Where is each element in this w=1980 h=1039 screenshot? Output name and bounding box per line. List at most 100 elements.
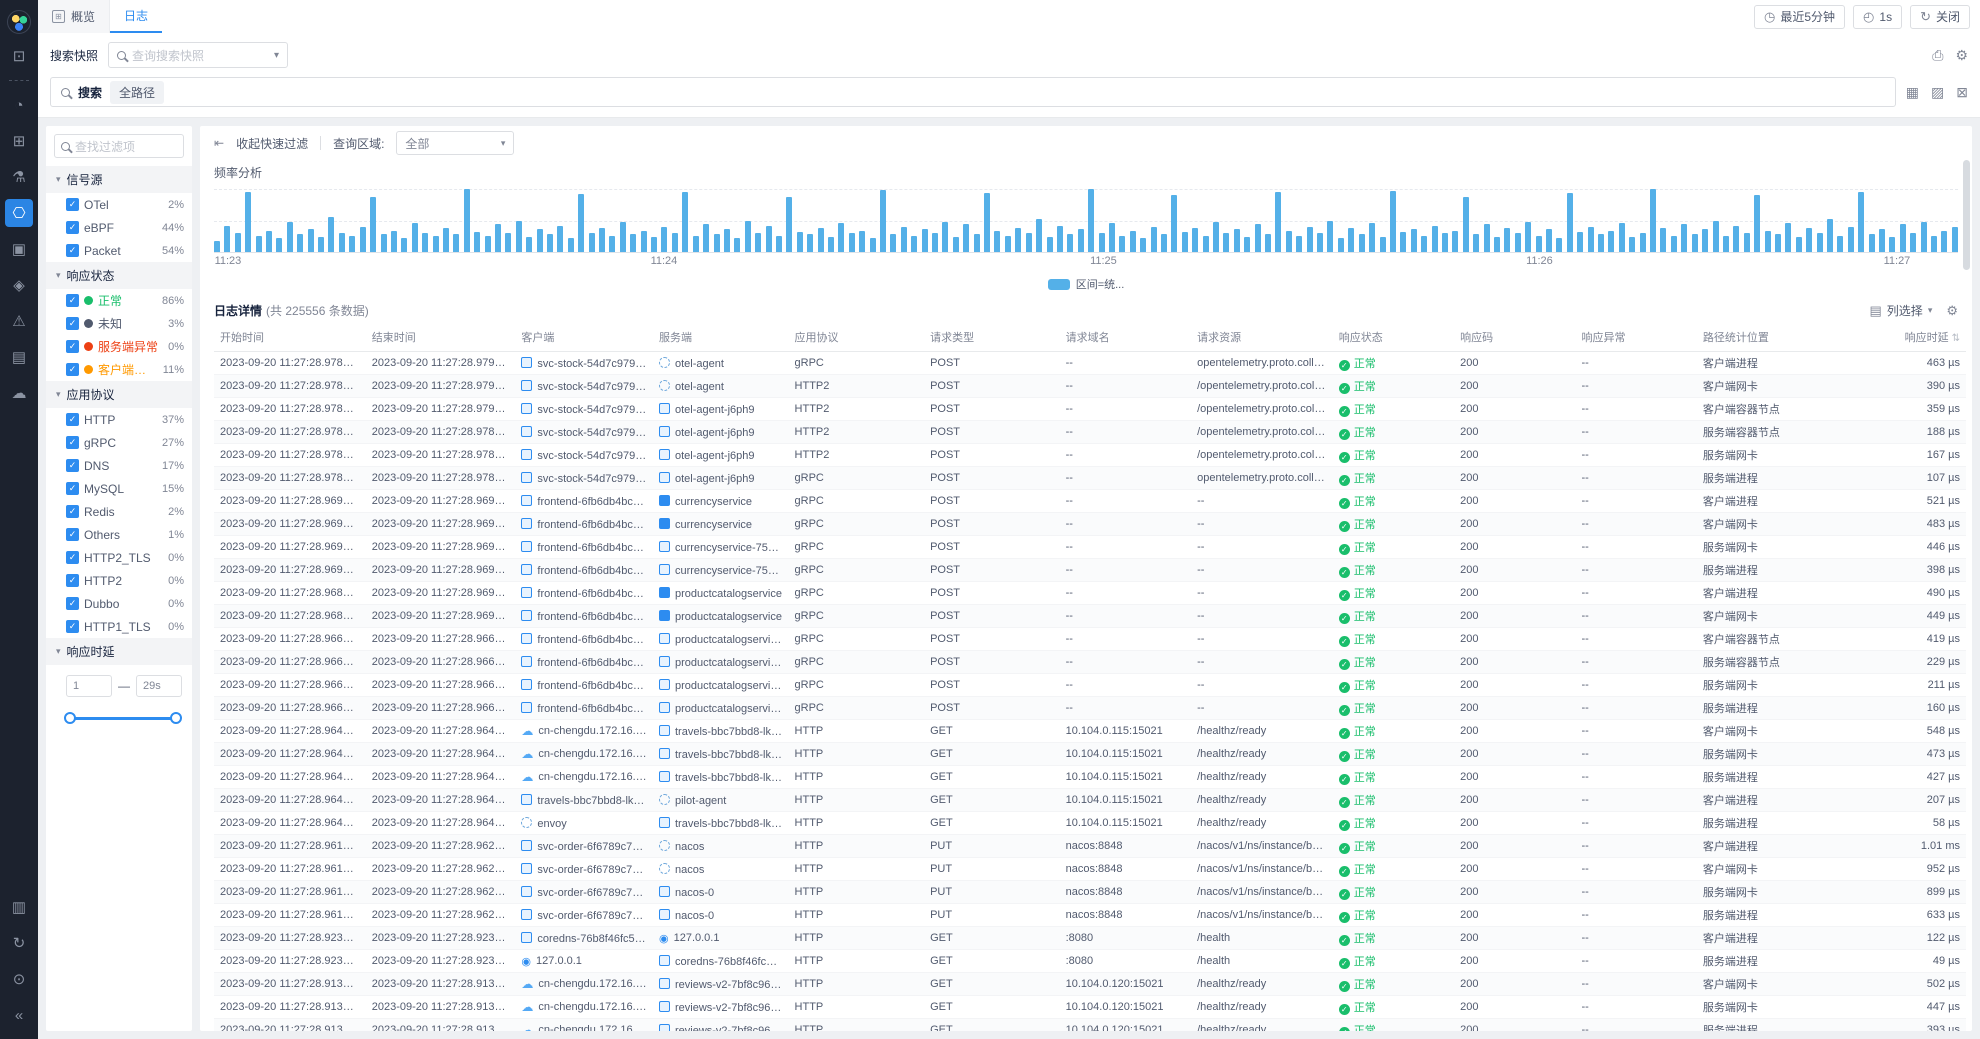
filter-section-0[interactable]: ▾ 信号源: [46, 166, 192, 193]
latency-slider[interactable]: [64, 711, 182, 725]
checkbox-checked-icon[interactable]: ✓: [66, 597, 79, 610]
filter-item-客户端异常[interactable]: ✓ 客户端异常 11%: [54, 358, 184, 381]
column-header-服务端[interactable]: 服务端: [652, 323, 789, 352]
filter-item-Others[interactable]: ✓ Others 1%: [54, 523, 184, 546]
cell-server[interactable]: travels-bbc7bbd8-lkq4r: [652, 765, 789, 789]
interval-button[interactable]: ◴ 1s: [1853, 4, 1903, 29]
flask-icon[interactable]: ⚗: [12, 169, 26, 186]
table-row[interactable]: 2023-09-20 11:27:28.968553 2023-09-20 11:…: [214, 604, 1966, 628]
cell-server[interactable]: productcatalogservice-7855...: [652, 673, 789, 697]
platform-icon[interactable]: ⎔: [5, 199, 33, 227]
cell-client[interactable]: frontend-6fb6db4bc9-vpbqg: [515, 673, 653, 697]
cell-client[interactable]: ◉ 127.0.0.1: [515, 949, 653, 973]
table-row[interactable]: 2023-09-20 11:27:28.961678 2023-09-20 11:…: [214, 880, 1966, 904]
table-scrollbar[interactable]: [1963, 160, 1970, 270]
lock-icon[interactable]: ⊠: [1956, 83, 1968, 100]
table-view-icon[interactable]: ▦: [1905, 83, 1920, 100]
filter-item-gRPC[interactable]: ✓ gRPC 27%: [54, 431, 184, 454]
checkbox-checked-icon[interactable]: ✓: [66, 340, 79, 353]
column-header-请求域名[interactable]: 请求域名: [1059, 323, 1192, 352]
apps-icon[interactable]: ⊞: [12, 133, 26, 150]
cell-client[interactable]: frontend-6fb6db4bc9-vpbqg: [515, 581, 653, 605]
column-header-响应码[interactable]: 响应码: [1454, 323, 1576, 352]
settings-icon[interactable]: ⚙: [1955, 46, 1968, 63]
cell-client[interactable]: frontend-6fb6db4bc9-vpbqg: [515, 512, 653, 536]
cell-client[interactable]: ☁ cn-chengdu.172.16.0.196: [515, 1018, 653, 1031]
checkbox-checked-icon[interactable]: ✓: [66, 198, 79, 211]
gear-icon[interactable]: ⚙: [1946, 302, 1958, 318]
cell-server[interactable]: ◉ 127.0.0.1: [652, 926, 789, 950]
table-row[interactable]: 2023-09-20 11:27:28.966073 2023-09-20 11:…: [214, 673, 1966, 697]
column-header-路径统计位置[interactable]: 路径统计位置: [1696, 323, 1869, 352]
table-row[interactable]: 2023-09-20 11:27:28.961619 2023-09-20 11:…: [214, 834, 1966, 858]
cell-server[interactable]: currencyservice: [652, 489, 789, 513]
table-row[interactable]: 2023-09-20 11:27:28.964208 2023-09-20 11:…: [214, 765, 1966, 789]
slider-handle-right[interactable]: [170, 712, 182, 724]
column-select-button[interactable]: ▤ 列选择 ▾: [1870, 302, 1933, 319]
latency-max-input[interactable]: [136, 675, 182, 697]
table-row[interactable]: 2023-09-20 11:27:28.966059 2023-09-20 11:…: [214, 627, 1966, 651]
table-row[interactable]: 2023-09-20 11:27:28.923053 2023-09-20 11:…: [214, 926, 1966, 950]
table-row[interactable]: 2023-09-20 11:27:28.913009 2023-09-20 11:…: [214, 995, 1966, 1019]
table-row[interactable]: 2023-09-20 11:27:28.969620 2023-09-20 11:…: [214, 535, 1966, 559]
cell-server[interactable]: productcatalogservice-7855...: [652, 627, 789, 651]
region-select[interactable]: 全部 ▾: [396, 131, 515, 155]
cell-client[interactable]: svc-order-6f6789c78b-mgf4r: [515, 903, 653, 927]
table-row[interactable]: 2023-09-20 11:27:28.978705 2023-09-20 11:…: [214, 374, 1966, 398]
table-row[interactable]: 2023-09-20 11:27:28.964148 2023-09-20 11:…: [214, 719, 1966, 743]
filter-item-OTel[interactable]: ✓ OTel 2%: [54, 193, 184, 216]
collapse-left-icon[interactable]: ⇤: [214, 136, 225, 150]
book-icon[interactable]: ▥: [11, 899, 27, 916]
chart-view-icon[interactable]: ▨: [1931, 83, 1945, 100]
filter-section-1[interactable]: ▾ 响应状态: [46, 262, 192, 289]
cell-client[interactable]: ☁ cn-chengdu.172.16.0.196: [515, 972, 653, 996]
cell-server[interactable]: productcatalogservice: [652, 581, 789, 605]
histogram-plot[interactable]: [214, 189, 1958, 253]
cell-client[interactable]: svc-stock-54d7c979-h9qgn: [515, 443, 653, 467]
cell-server[interactable]: otel-agent-j6ph9: [652, 443, 789, 467]
checkbox-checked-icon[interactable]: ✓: [66, 620, 79, 633]
column-header-应用协议[interactable]: 应用协议: [788, 323, 925, 352]
alert-triangle-icon[interactable]: ⚠: [12, 313, 26, 330]
table-row[interactable]: 2023-09-20 11:27:28.966120 2023-09-20 11:…: [214, 696, 1966, 720]
collapse-quick-filter[interactable]: 收起快速过滤: [236, 136, 309, 151]
checkbox-checked-icon[interactable]: ✓: [66, 244, 79, 257]
table-row[interactable]: 2023-09-20 11:27:28.964415 2023-09-20 11:…: [214, 811, 1966, 835]
filter-item-HTTP1_TLS[interactable]: ✓ HTTP1_TLS 0%: [54, 615, 184, 638]
cell-client[interactable]: svc-stock-54d7c979-h9qgn: [515, 420, 653, 444]
filter-item-eBPF[interactable]: ✓ eBPF 44%: [54, 216, 184, 239]
cell-server[interactable]: nacos: [652, 834, 789, 858]
table-row[interactable]: 2023-09-20 11:27:28.969263 2023-09-20 11:…: [214, 558, 1966, 582]
table-row[interactable]: 2023-09-20 11:27:28.978221 2023-09-20 11:…: [214, 443, 1966, 467]
dashboard-icon[interactable]: ◔: [14, 96, 24, 114]
column-header-响应状态[interactable]: 响应状态: [1332, 323, 1455, 352]
cell-client[interactable]: frontend-6fb6db4bc9-vpbqg: [515, 627, 653, 651]
table-row[interactable]: 2023-09-20 11:27:28.961643 2023-09-20 11:…: [214, 857, 1966, 881]
cell-server[interactable]: coredns-76b8f46fc5-nrgqp: [652, 949, 789, 973]
checkbox-checked-icon[interactable]: ✓: [66, 363, 79, 376]
table-row[interactable]: 2023-09-20 11:27:28.978271 2023-09-20 11:…: [214, 466, 1966, 490]
shield-icon[interactable]: ◈: [13, 277, 25, 294]
cell-client[interactable]: frontend-6fb6db4bc9-vpbqg: [515, 535, 653, 559]
search-input[interactable]: [172, 84, 1885, 100]
table-row[interactable]: 2023-09-20 11:27:28.964166 2023-09-20 11:…: [214, 742, 1966, 766]
table-row[interactable]: 2023-09-20 11:27:28.964353 2023-09-20 11:…: [214, 788, 1966, 812]
column-header-响应时延[interactable]: 响应时延 ⇅: [1868, 323, 1966, 352]
cell-server[interactable]: reviews-v2-7bf8c9648f-9w...: [652, 1018, 789, 1031]
cell-server[interactable]: otel-agent-j6ph9: [652, 397, 789, 421]
cell-client[interactable]: frontend-6fb6db4bc9-vpbqg: [515, 650, 653, 674]
filter-section-2[interactable]: ▾ 应用协议: [46, 381, 192, 408]
save-icon[interactable]: ⎙: [1932, 46, 1944, 63]
table-row[interactable]: 2023-09-20 11:27:28.913054 2023-09-20 11:…: [214, 1018, 1966, 1031]
cell-server[interactable]: otel-agent-j6ph9: [652, 466, 789, 490]
notes-icon[interactable]: ▤: [11, 349, 27, 366]
column-header-开始时间[interactable]: 开始时间: [214, 323, 366, 352]
cell-server[interactable]: reviews-v2-7bf8c9648f-9w...: [652, 972, 789, 996]
table-row[interactable]: 2023-09-20 11:27:28.913001 2023-09-20 11:…: [214, 972, 1966, 996]
column-header-请求类型[interactable]: 请求类型: [924, 323, 1060, 352]
time-range-button[interactable]: ◷ 最近5分钟: [1754, 4, 1846, 29]
checkbox-checked-icon[interactable]: ✓: [66, 551, 79, 564]
checkbox-checked-icon[interactable]: ✓: [66, 317, 79, 330]
cell-client[interactable]: ☁ cn-chengdu.172.16.0.196: [515, 995, 653, 1019]
cell-server[interactable]: productcatalogservice-7855...: [652, 650, 789, 674]
